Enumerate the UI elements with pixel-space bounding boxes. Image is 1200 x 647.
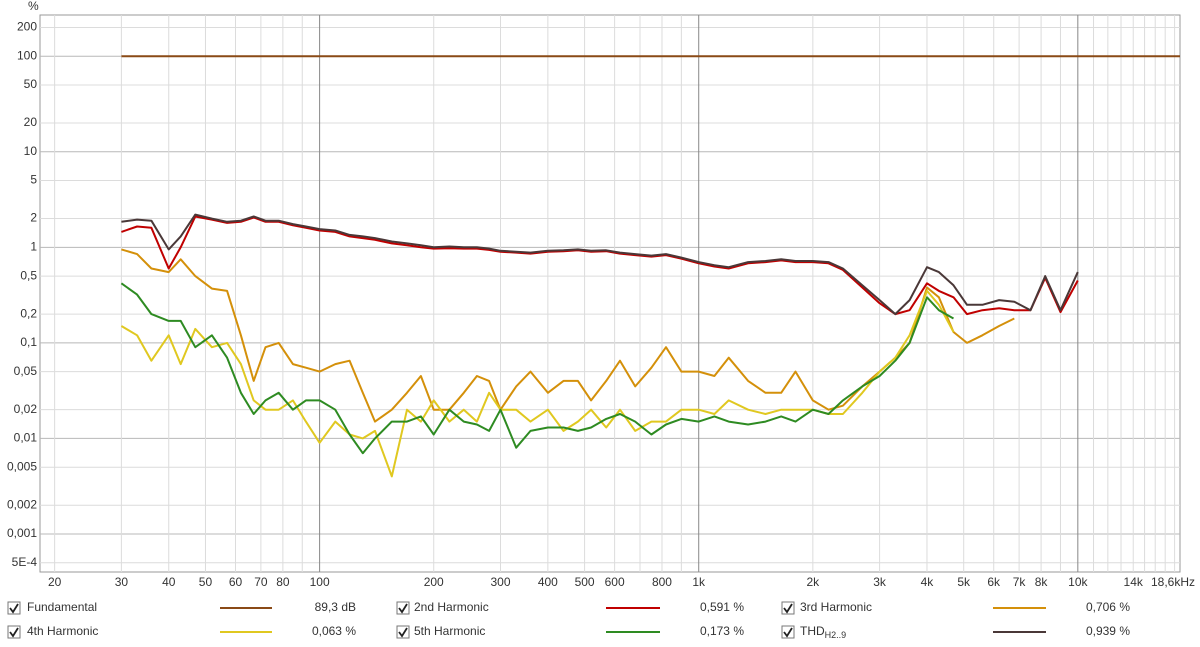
x-tick-label: 800 <box>652 575 672 589</box>
legend-item: 2nd Harmonic 0,591 % <box>396 600 744 615</box>
x-tick-label: 8k <box>1035 575 1049 589</box>
legend-label: 4th Harmonic <box>27 624 98 638</box>
x-tick-label: 30 <box>115 575 129 589</box>
legend: Fundamental 89,3 dB 2nd Harmonic 0,591 % 3rd… <box>7 600 1130 640</box>
y-tick-label: 1 <box>30 239 37 253</box>
series-line <box>121 213 1079 316</box>
legend-readout: 0,063 % <box>312 624 356 638</box>
x-tick-label: 3k <box>873 575 887 589</box>
checkmark <box>783 603 793 614</box>
legend-name: 2nd Harmonic <box>414 600 489 614</box>
x-tick-label: 100 <box>310 575 330 589</box>
x-tick-label: 10k <box>1068 575 1088 589</box>
legend-readout: 0,591 % <box>700 600 744 614</box>
legend-item: THDH2..9 0,939 % <box>781 624 1130 640</box>
x-tick-label: 20 <box>48 575 62 589</box>
x-tick-label: 6k <box>987 575 1001 589</box>
legend-name: 4th Harmonic <box>27 624 98 638</box>
legend-subscript: H2..9 <box>825 630 847 640</box>
y-tick-label: 0,02 <box>14 402 38 416</box>
x-tick-label: 40 <box>162 575 176 589</box>
legend-item: 4th Harmonic 0,063 % <box>7 624 356 639</box>
y-tick-label: 0,5 <box>20 268 37 282</box>
y-tick-label: 10 <box>24 144 38 158</box>
legend-name: 3rd Harmonic <box>800 600 872 614</box>
y-axis-label: % <box>28 0 39 13</box>
checkbox[interactable] <box>7 601 21 615</box>
checkbox[interactable] <box>781 601 795 615</box>
x-tick-label: 500 <box>575 575 595 589</box>
y-tick-label: 100 <box>17 48 37 62</box>
x-tick-label: 400 <box>538 575 558 589</box>
legend-label: THDH2..9 <box>800 624 846 640</box>
y-tick-label: 2 <box>30 211 37 225</box>
legend-label: 3rd Harmonic <box>800 600 872 614</box>
x-tick-label: 80 <box>276 575 290 589</box>
x-tick-label: 2k <box>806 575 820 589</box>
y-tick-label: 20 <box>24 115 38 129</box>
series-line <box>120 289 955 478</box>
y-tick-label: 5E-4 <box>12 555 38 569</box>
x-tick-label: 18,6kHz <box>1151 575 1195 589</box>
checkbox[interactable] <box>781 625 795 639</box>
legend-item: Fundamental 89,3 dB <box>7 600 356 615</box>
x-tick-label: 300 <box>490 575 510 589</box>
y-tick-label: 0,001 <box>7 526 37 540</box>
legend-item: 5th Harmonic 0,173 % <box>396 624 744 639</box>
x-tick-label: 50 <box>199 575 213 589</box>
legend-label: 5th Harmonic <box>414 624 485 638</box>
x-tick-label: 600 <box>605 575 625 589</box>
y-tick-label: 0,005 <box>7 459 37 473</box>
y-tick-label: 0,05 <box>14 364 38 378</box>
x-tick-label: 7k <box>1013 575 1027 589</box>
legend-readout: 0,173 % <box>700 624 744 638</box>
legend-label: Fundamental <box>27 600 97 614</box>
y-tick-label: 0,2 <box>20 306 37 320</box>
y-tick-label: 200 <box>17 20 37 34</box>
x-tick-label: 1k <box>692 575 706 589</box>
legend-readout: 89,3 dB <box>315 600 356 614</box>
checkmark <box>783 627 793 638</box>
x-tick-label: 14k <box>1124 575 1144 589</box>
checkmark <box>398 603 408 614</box>
y-tick-label: 5 <box>30 173 37 187</box>
x-tick-label: 70 <box>254 575 268 589</box>
y-tick-label: 0,1 <box>20 335 37 349</box>
checkmark <box>398 627 408 638</box>
y-tick-label: 0,002 <box>7 497 37 511</box>
legend-readout: 0,706 % <box>1086 600 1130 614</box>
grid: 200 100 50 20 10 5 2 1 0,5 0,2 0,1 0,05 0,02 0,01 0,00… <box>7 15 1195 589</box>
y-tick-label: 50 <box>24 77 38 91</box>
lines <box>120 55 1180 478</box>
checkbox[interactable] <box>396 601 410 615</box>
checkmark <box>9 603 19 614</box>
x-tick-label: 200 <box>424 575 444 589</box>
x-tick-label: 4k <box>921 575 935 589</box>
legend-label: 2nd Harmonic <box>414 600 489 614</box>
checkmark <box>9 627 19 638</box>
series-line <box>120 282 954 455</box>
checkbox[interactable] <box>7 625 21 639</box>
x-tick-label: 5k <box>957 575 971 589</box>
y-tick-label: 0,01 <box>14 431 38 445</box>
legend-name: Fundamental <box>27 600 97 614</box>
legend-name: 5th Harmonic <box>414 624 485 638</box>
plot-area <box>39 14 1181 573</box>
checkbox[interactable] <box>396 625 410 639</box>
legend-item: 3rd Harmonic 0,706 % <box>781 600 1130 615</box>
x-tick-label: 60 <box>229 575 243 589</box>
legend-name: THD <box>800 624 825 638</box>
legend-readout: 0,939 % <box>1086 624 1130 638</box>
